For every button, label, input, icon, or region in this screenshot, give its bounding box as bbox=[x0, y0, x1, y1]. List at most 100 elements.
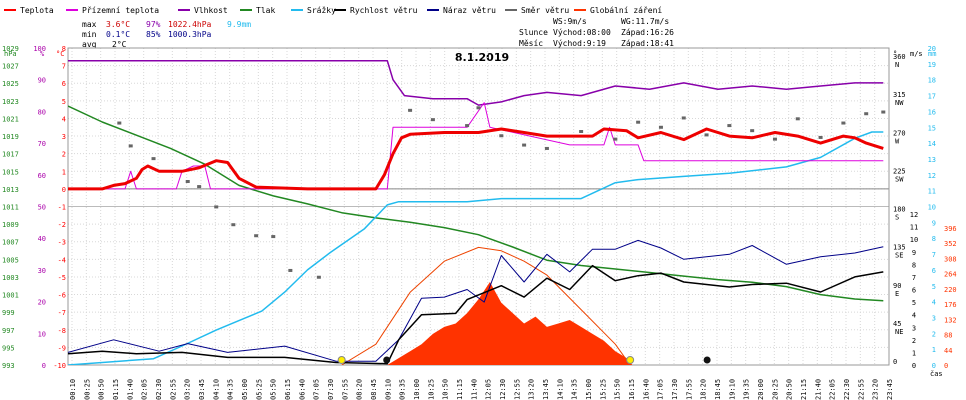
axis-temp-tick: 5 bbox=[62, 98, 66, 106]
x-tick-label: 06:15 bbox=[284, 379, 292, 400]
axis-ms-tick: 0 bbox=[912, 362, 916, 370]
x-tick-label: 08:45 bbox=[370, 379, 378, 400]
wind-direction-point bbox=[881, 110, 886, 114]
x-tick-label: 00:25 bbox=[83, 379, 91, 400]
axis-dir-tick: 360 bbox=[893, 53, 906, 61]
x-tick-label: 02:55 bbox=[169, 379, 177, 400]
axis-temp-tick: -1 bbox=[58, 204, 66, 212]
sun-marker bbox=[337, 356, 346, 364]
wind-gust-line bbox=[68, 239, 884, 362]
wind-direction-point bbox=[408, 108, 413, 112]
wind-direction-point bbox=[750, 129, 755, 133]
axis-mm-tick: 3 bbox=[932, 314, 936, 322]
wind-direction-point bbox=[231, 223, 236, 227]
axis-mm-tick: 7 bbox=[932, 251, 936, 259]
axis-temp-tick: -10 bbox=[53, 362, 66, 370]
humidity-line bbox=[68, 59, 884, 106]
markers bbox=[337, 356, 711, 364]
x-tick-label: 04:35 bbox=[227, 379, 235, 400]
legend-label: Rychlost větru bbox=[350, 6, 418, 15]
x-tick-label: 05:25 bbox=[255, 379, 263, 400]
x-tick-label: 09:10 bbox=[384, 379, 392, 400]
wind-direction-point bbox=[288, 268, 293, 272]
wind-direction-point bbox=[613, 137, 618, 141]
wind-direction-point bbox=[636, 120, 641, 124]
x-tick-label: 07:05 bbox=[313, 379, 321, 400]
x-tick-label: 08:20 bbox=[356, 379, 364, 400]
wind-direction-point bbox=[818, 135, 823, 139]
legend-label: Vlhkost bbox=[194, 6, 228, 15]
axis-pct-tick: 100 bbox=[33, 45, 46, 53]
stats-min-label: min bbox=[82, 30, 97, 39]
wind-direction-point bbox=[864, 112, 869, 116]
x-tick-label: 16:40 bbox=[642, 379, 650, 400]
legend-label: Tlak bbox=[256, 6, 275, 15]
axis-pct-tick: 0 bbox=[42, 362, 46, 370]
stats-panel: max 3.6°C 97% 1022.4hPa 9.9mm min 0.1°C … bbox=[82, 17, 674, 49]
x-tick-label: 20:25 bbox=[771, 379, 779, 400]
x-tick-label: 21:15 bbox=[800, 379, 808, 400]
axis-ms-tick: 9 bbox=[912, 249, 916, 257]
axis-temp-tick: -3 bbox=[58, 239, 66, 247]
axis-mm-tick: 1 bbox=[932, 346, 936, 354]
axis-mm-tick: 2 bbox=[932, 330, 936, 338]
x-tick-label: 17:30 bbox=[671, 379, 679, 400]
x-tick-label: 01:15 bbox=[112, 379, 120, 400]
stats-max-label: max bbox=[82, 20, 97, 29]
wind-direction-point bbox=[197, 185, 202, 189]
axis-mm-tick: 4 bbox=[932, 299, 936, 307]
stats-avg-label: avg bbox=[82, 40, 97, 49]
x-tick-label: 14:10 bbox=[556, 379, 564, 400]
axis-mm-tick: 13 bbox=[928, 156, 936, 164]
axis-dir-tick: 0 bbox=[893, 358, 897, 366]
axis-hpa-tick: 1007 bbox=[2, 239, 19, 247]
axis-pct-unit: % bbox=[40, 50, 45, 58]
axis-wm2-tick: 0 bbox=[944, 362, 948, 370]
wind-speed-line bbox=[68, 264, 884, 365]
x-tick-label: 05:00 bbox=[241, 379, 249, 400]
axis-temp-tick: 1 bbox=[62, 168, 66, 176]
axis-mm-tick: 8 bbox=[932, 235, 936, 243]
axis-temp-tick: -8 bbox=[58, 327, 66, 335]
axis-dir-name: S bbox=[895, 214, 899, 222]
wind-direction-point bbox=[704, 133, 709, 137]
axis-dir-tick: 225 bbox=[893, 167, 906, 175]
x-tick-label: 00:50 bbox=[98, 379, 106, 400]
wind-direction-point bbox=[681, 116, 686, 120]
x-tick-label: 07:55 bbox=[341, 379, 349, 400]
x-tick-label: 11:15 bbox=[456, 379, 464, 400]
x-tick-label: 09:35 bbox=[399, 379, 407, 400]
axis-mm-tick: 20 bbox=[928, 45, 936, 53]
axis-ms-tick: 5 bbox=[912, 299, 916, 307]
axis-pct-tick: 10 bbox=[38, 330, 46, 338]
stats-min-temp: 0.1°C bbox=[106, 30, 130, 39]
axis-mm-tick: 5 bbox=[932, 283, 936, 291]
moon-rise: Východ:9:19 bbox=[553, 39, 606, 48]
x-tick-label: 20:00 bbox=[757, 379, 765, 400]
axis-mm-tick: 9 bbox=[932, 219, 936, 227]
x-tick-label: 18:45 bbox=[714, 379, 722, 400]
wind-direction-point bbox=[128, 144, 133, 148]
stats-avg-temp: 2°C bbox=[112, 40, 127, 49]
stats-ws: WS:9m/s bbox=[553, 17, 587, 26]
axis-mm-tick: 12 bbox=[928, 172, 936, 180]
wind-direction-point bbox=[841, 121, 846, 125]
x-tick-label: 23:20 bbox=[872, 379, 880, 400]
stats-min-pressure: 1000.3hPa bbox=[168, 30, 212, 39]
axis-temp-tick: -7 bbox=[58, 309, 66, 317]
axis-hpa-tick: 1027 bbox=[2, 63, 19, 71]
wind-direction-point bbox=[579, 130, 584, 134]
axis-hpa-tick: 1013 bbox=[2, 186, 19, 194]
temperature-line bbox=[68, 127, 884, 191]
axis-pct-tick: 40 bbox=[38, 235, 46, 243]
axis-temp-tick: 8 bbox=[62, 45, 66, 53]
axis-hpa-tick: 1023 bbox=[2, 98, 19, 106]
x-tick-label: 17:05 bbox=[657, 379, 665, 400]
wind-direction-point bbox=[544, 146, 549, 150]
axis-mm-tick: 15 bbox=[928, 124, 936, 132]
axis-temp-tick: 7 bbox=[62, 63, 66, 71]
x-tick-label: 11:40 bbox=[470, 379, 478, 400]
axis-temp-unit: °C bbox=[56, 50, 64, 58]
axis-mm-unit: mm bbox=[928, 50, 936, 58]
x-tick-label: 17:55 bbox=[685, 379, 693, 400]
